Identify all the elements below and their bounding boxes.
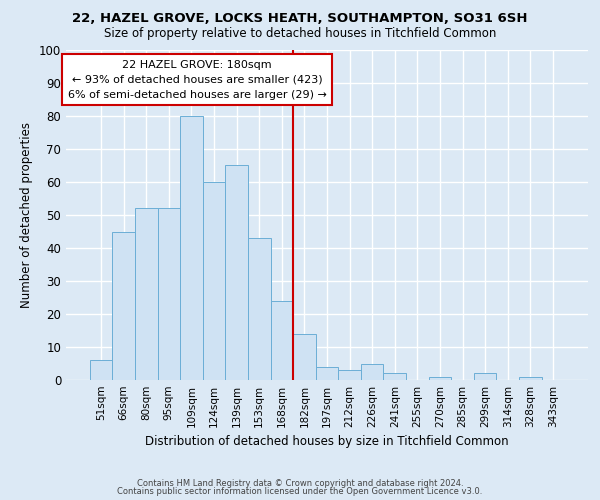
Bar [474,374,496,380]
Bar [316,367,338,380]
Text: Contains public sector information licensed under the Open Government Licence v3: Contains public sector information licen… [118,487,482,496]
Bar [112,232,135,380]
Bar [519,376,542,380]
X-axis label: Distribution of detached houses by size in Titchfield Common: Distribution of detached houses by size … [145,436,509,448]
Bar [135,208,158,380]
Bar [271,301,293,380]
Bar [226,166,248,380]
Text: 22 HAZEL GROVE: 180sqm
← 93% of detached houses are smaller (423)
6% of semi-det: 22 HAZEL GROVE: 180sqm ← 93% of detached… [68,60,326,100]
Bar [158,208,180,380]
Text: 22, HAZEL GROVE, LOCKS HEATH, SOUTHAMPTON, SO31 6SH: 22, HAZEL GROVE, LOCKS HEATH, SOUTHAMPTO… [72,12,528,26]
Y-axis label: Number of detached properties: Number of detached properties [20,122,34,308]
Bar [293,334,316,380]
Bar [180,116,203,380]
Bar [90,360,112,380]
Bar [203,182,226,380]
Bar [338,370,361,380]
Text: Size of property relative to detached houses in Titchfield Common: Size of property relative to detached ho… [104,28,496,40]
Bar [248,238,271,380]
Bar [383,374,406,380]
Bar [361,364,383,380]
Text: Contains HM Land Registry data © Crown copyright and database right 2024.: Contains HM Land Registry data © Crown c… [137,478,463,488]
Bar [428,376,451,380]
